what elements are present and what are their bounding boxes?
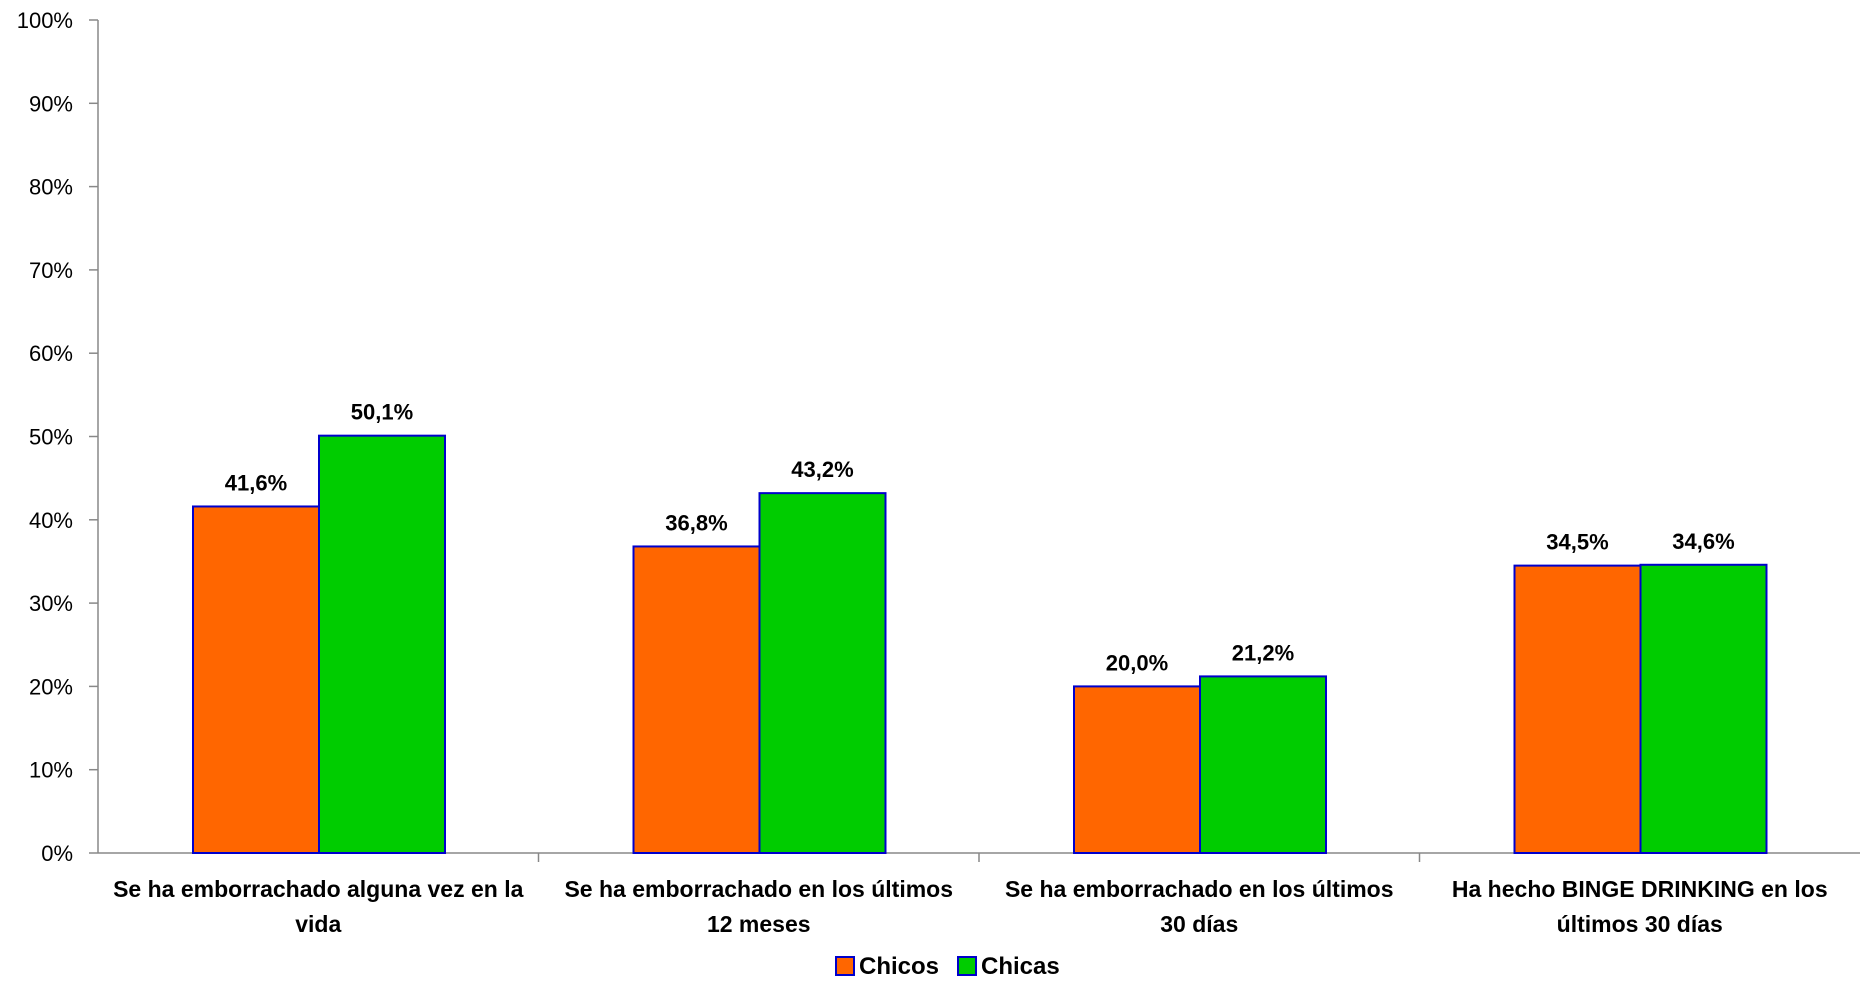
data-label-chicas-1: 50,1% (351, 400, 413, 425)
y-tick-label: 40% (29, 508, 73, 533)
bar-chicos-2 (632, 545, 761, 854)
y-tick-label: 60% (29, 341, 73, 366)
y-tick-label: 20% (29, 674, 73, 699)
x-axis (98, 852, 1860, 862)
y-tick-label: 70% (29, 258, 73, 283)
category-label-1-line-2: vida (295, 911, 341, 937)
bar-chicas-1 (318, 434, 446, 854)
data-labels: 41,6% 50,1% 36,8% 43,2% 20,0% 21,2% 34,5% 34,6% (225, 400, 1735, 676)
category-label-1-line-1: Se ha emborrachado alguna vez en la (113, 876, 524, 902)
y-tick-label: 10% (29, 758, 73, 783)
legend-label-chicas: Chicas (981, 953, 1060, 980)
legend-swatch-chicos (835, 956, 855, 976)
category-label-3-line-2: 30 días (1160, 911, 1238, 937)
category-label-2-line-2: 12 meses (707, 911, 811, 937)
legend: Chicos Chicas (835, 953, 1060, 980)
y-tick-label: 80% (29, 175, 73, 200)
data-label-chicas-3: 21,2% (1232, 640, 1294, 665)
bar-chicas-3 (1199, 675, 1327, 854)
data-label-chicas-2: 43,2% (791, 457, 853, 482)
y-tick-label: 50% (29, 425, 73, 450)
bar-chicos-3 (1073, 685, 1201, 855)
category-label-2-line-1: Se ha emborrachado en los últimos (564, 876, 953, 902)
category-label-4-line-2: últimos 30 días (1557, 911, 1723, 937)
data-label-chicos-3: 20,0% (1106, 650, 1168, 675)
bar-chicos-1 (192, 505, 320, 854)
category-label-3-line-1: Se ha emborrachado en los últimos (1005, 876, 1394, 902)
category-label-4-line-1: Ha hecho BINGE DRINKING en los (1452, 876, 1828, 902)
y-tick-label: 90% (29, 91, 73, 116)
data-label-chicos-1: 41,6% (225, 470, 287, 495)
y-tick-label: 100% (17, 8, 73, 33)
bars (192, 434, 1768, 855)
data-label-chicos-4: 34,5% (1546, 530, 1608, 555)
bar-chicos-4 (1513, 564, 1642, 854)
y-axis: 0% 10% 20% 30% 40% 50% 60% 70% 80% 90% 100% (17, 8, 99, 866)
y-tick-label: 30% (29, 591, 73, 616)
category-labels: Se ha emborrachado alguna vez en la vida S… (113, 876, 1828, 937)
y-tick-label: 0% (41, 841, 73, 866)
legend-label-chicos: Chicos (859, 953, 939, 980)
data-label-chicos-2: 36,8% (665, 510, 727, 535)
bar-chicas-4 (1639, 563, 1768, 854)
bar-chicas-2 (758, 492, 887, 854)
legend-swatch-chicas (957, 956, 977, 976)
data-label-chicas-4: 34,6% (1672, 529, 1734, 554)
